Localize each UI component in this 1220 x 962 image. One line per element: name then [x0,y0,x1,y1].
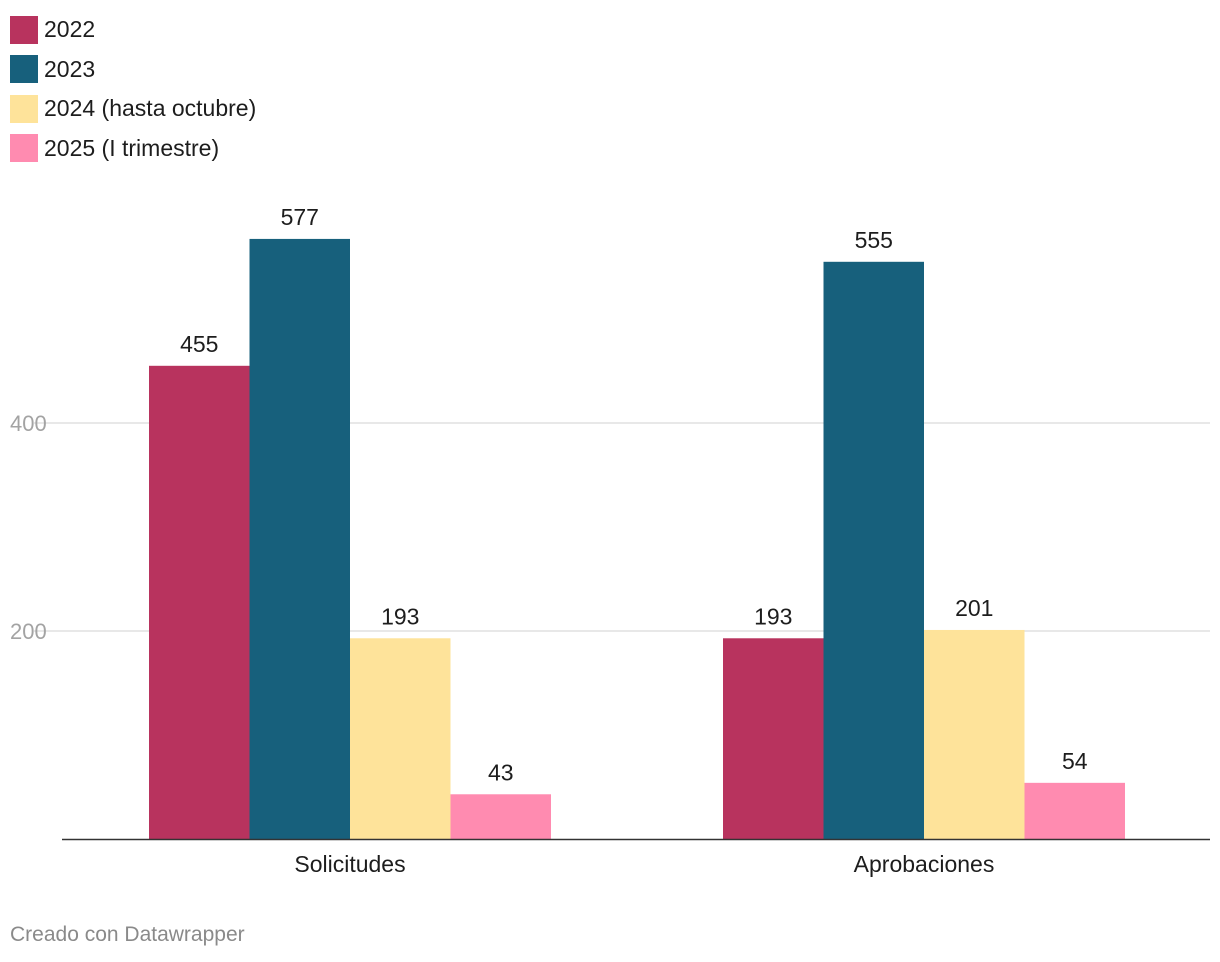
value-label-aprobaciones-2025: 54 [1062,748,1088,774]
value-label-solicitudes-2023: 577 [281,204,319,230]
legend-label-2022: 2022 [44,16,96,43]
legend-swatch-2022 [10,15,38,44]
legend: 2022 2023 2024 (hasta octubre) 2025 (I t… [10,10,256,168]
legend-swatch-2023 [10,55,38,84]
value-label-aprobaciones-2023: 555 [855,227,893,253]
bar-aprobaciones-2023 [823,261,924,839]
value-label-aprobaciones-2024: 201 [955,595,993,621]
credit-text: Creado con Datawrapper [10,923,245,946]
bar-solicitudes-2024 [350,638,451,839]
legend-label-2023: 2023 [44,55,96,82]
value-label-solicitudes-2025: 43 [488,759,514,785]
y-tick-label-200: 200 [10,619,47,644]
legend-item-2023: 2023 [10,50,256,90]
legend-swatch-2025 [10,134,38,163]
x-category-label-aprobaciones: Aprobaciones [854,851,995,877]
y-tick-label-400: 400 [10,411,47,436]
bar-aprobaciones-2024 [924,629,1025,839]
value-label-aprobaciones-2022: 193 [754,603,792,629]
legend-swatch-2024 [10,94,38,123]
x-category-label-solicitudes: Solicitudes [294,851,405,877]
bar-solicitudes-2025 [450,794,551,839]
bar-solicitudes-2023 [249,238,350,840]
bar-solicitudes-2022 [149,365,250,839]
legend-label-2024: 2024 (hasta octubre) [44,95,257,122]
legend-label-2025: 2025 (I trimestre) [44,134,220,161]
value-label-solicitudes-2024: 193 [381,603,419,629]
legend-item-2022: 2022 [10,10,256,50]
bar-aprobaciones-2025 [1024,782,1125,839]
bar-aprobaciones-2022 [723,638,824,839]
legend-item-2024: 2024 (hasta octubre) [10,89,256,129]
legend-item-2025: 2025 (I trimestre) [10,129,256,169]
value-label-solicitudes-2022: 455 [180,331,218,357]
